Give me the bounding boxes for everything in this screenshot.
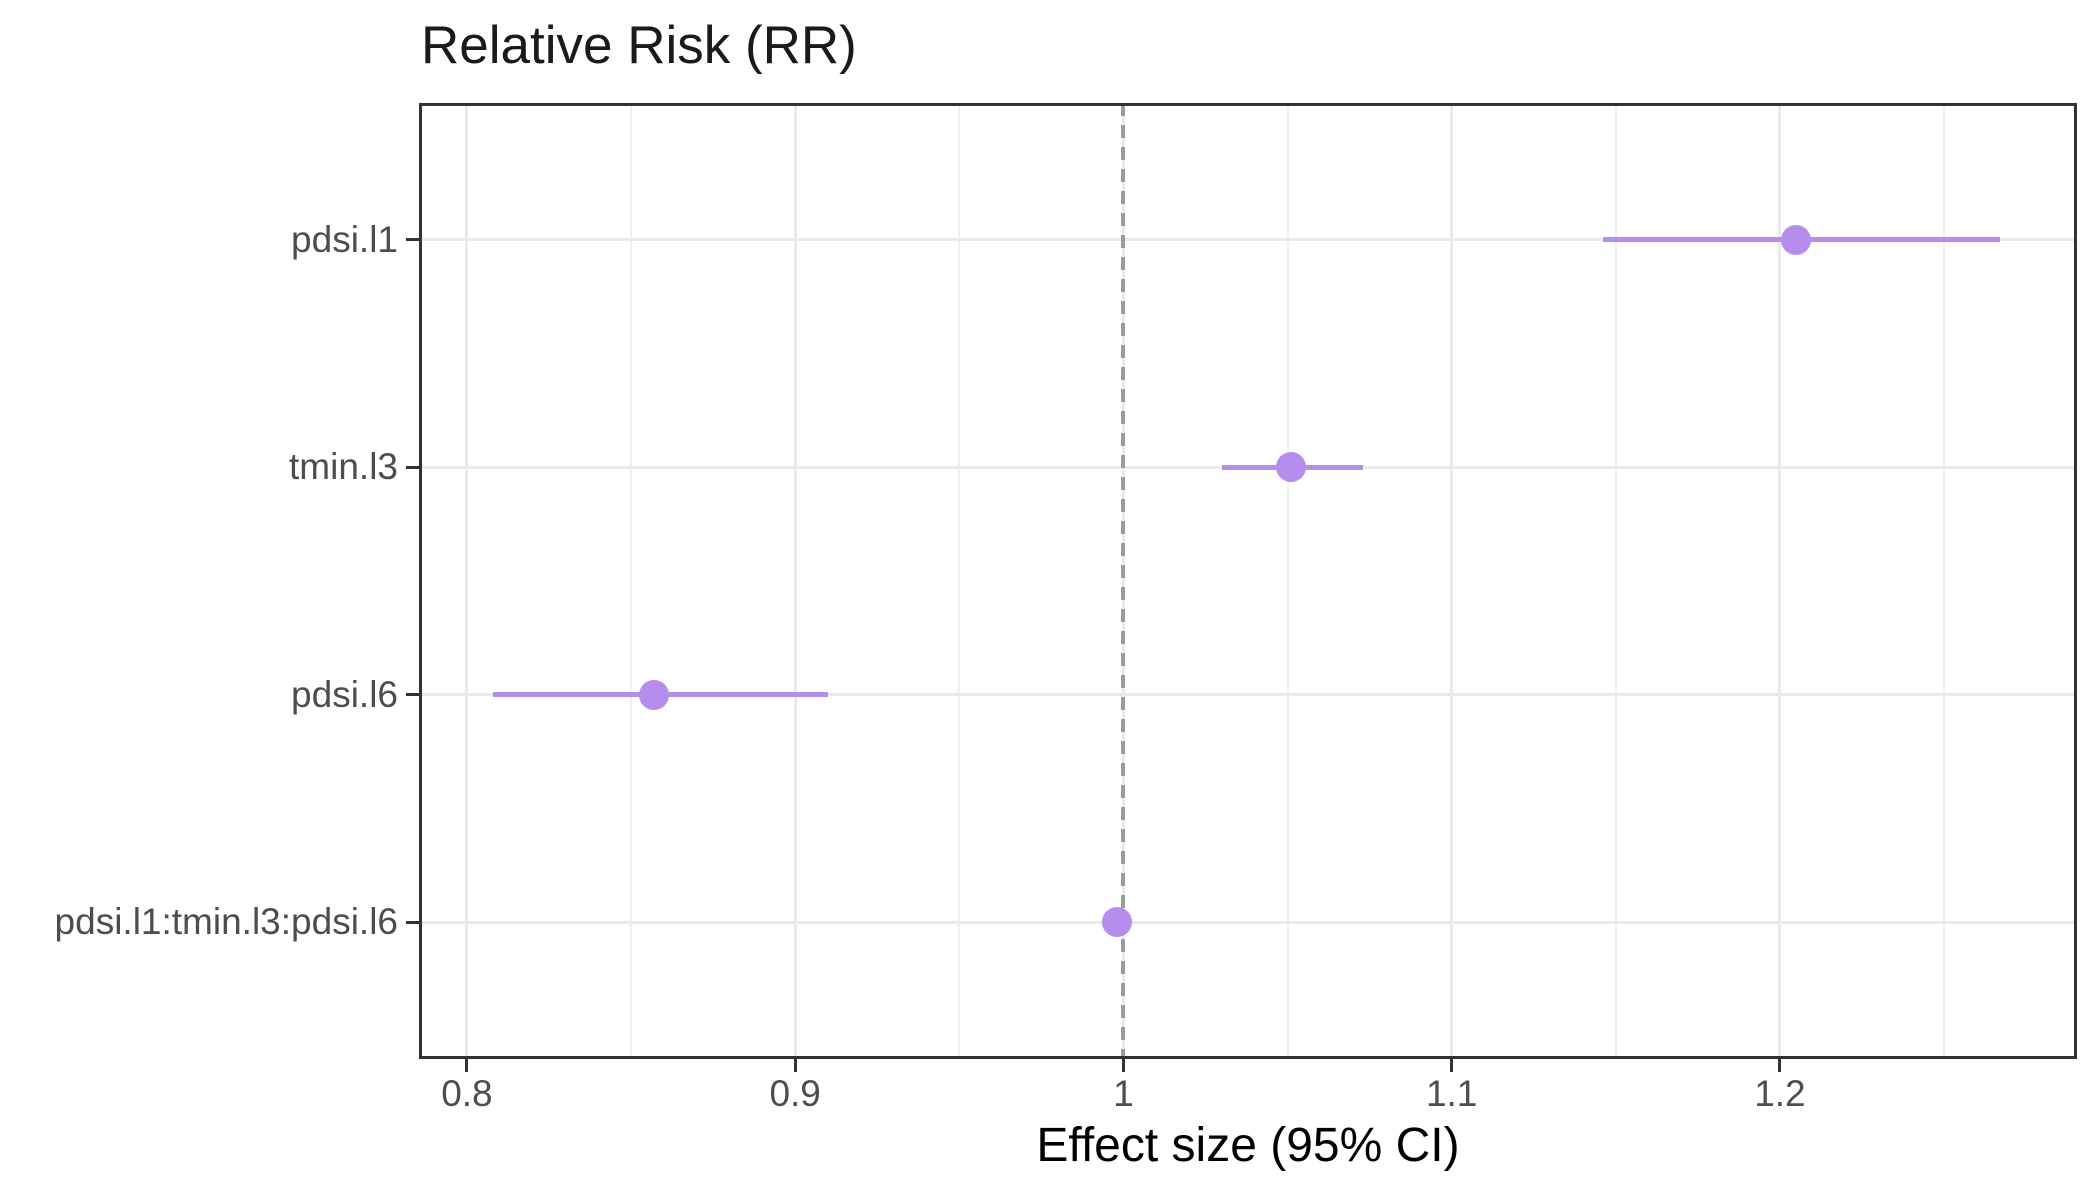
x-tick-label: 0.9: [769, 1073, 821, 1114]
gridline-major-y: [419, 693, 2077, 697]
gridline-minor-x: [958, 103, 961, 1059]
gridline-major-y: [419, 920, 2077, 924]
y-tick: [406, 693, 419, 697]
x-axis-title: Effect size (95% CI): [1036, 1119, 1460, 1172]
gridline-major-x: [793, 103, 797, 1059]
gridline-minor-x: [1286, 103, 1289, 1059]
gridline-major-x: [1450, 103, 1454, 1059]
y-tick: [406, 920, 419, 924]
x-tick-label: 1.2: [1754, 1073, 1806, 1114]
x-tick: [793, 1059, 797, 1072]
x-tick: [1778, 1059, 1782, 1072]
x-tick-label: 1.1: [1425, 1073, 1478, 1114]
gridline-major-y: [419, 238, 2077, 242]
point-marker: [1781, 224, 1812, 255]
y-tick-label: pdsi.l6: [291, 673, 398, 715]
gridline-major-x: [465, 103, 469, 1059]
chart-title: Relative Risk (RR): [421, 16, 857, 75]
gridline-minor-x: [1943, 103, 1946, 1059]
point-marker: [639, 679, 670, 710]
y-tick-label: pdsi.l1:tmin.l3:pdsi.l6: [54, 901, 398, 943]
y-tick-label: tmin.l3: [289, 446, 398, 488]
plot-panel: [419, 103, 2077, 1059]
x-tick: [1450, 1059, 1454, 1072]
point-marker: [1275, 452, 1306, 483]
x-tick-label: 1: [1113, 1073, 1134, 1114]
y-tick-label: pdsi.l1: [291, 218, 398, 260]
x-tick: [1121, 1059, 1125, 1072]
gridline-minor-x: [630, 103, 633, 1059]
x-tick-label: 0.8: [441, 1073, 493, 1114]
gridline-major-x: [1778, 103, 1782, 1059]
point-marker: [1101, 907, 1132, 938]
panel-border: [419, 103, 2077, 1059]
y-tick: [406, 465, 419, 469]
reference-line: [1121, 103, 1126, 1059]
x-tick: [465, 1059, 469, 1072]
gridline-minor-x: [1614, 103, 1617, 1059]
y-tick: [406, 238, 419, 242]
